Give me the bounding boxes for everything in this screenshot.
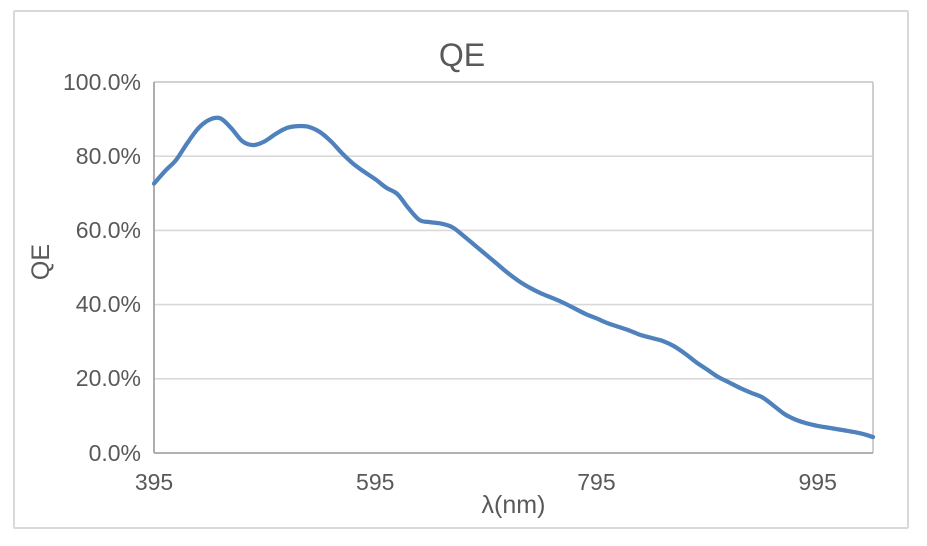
y-tick-label: 80.0% — [75, 142, 141, 169]
y-tick-label: 20.0% — [75, 365, 141, 392]
chart-border — [13, 10, 909, 529]
x-tick-label: 995 — [798, 469, 837, 495]
x-tick-label: 595 — [356, 469, 395, 495]
x-axis-title: λ(nm) — [481, 491, 546, 519]
y-axis-title: QE — [27, 243, 55, 281]
chart-title: QE — [438, 37, 486, 73]
x-tick-label: 395 — [134, 469, 174, 495]
y-tick-label: 40.0% — [75, 291, 141, 318]
x-tick-label: 795 — [577, 469, 616, 495]
y-tick-label: 60.0% — [75, 216, 141, 243]
y-tick-label: 0.0% — [88, 439, 141, 466]
y-tick-label: 100.0% — [62, 68, 141, 95]
qe-line-series — [151, 115, 876, 440]
